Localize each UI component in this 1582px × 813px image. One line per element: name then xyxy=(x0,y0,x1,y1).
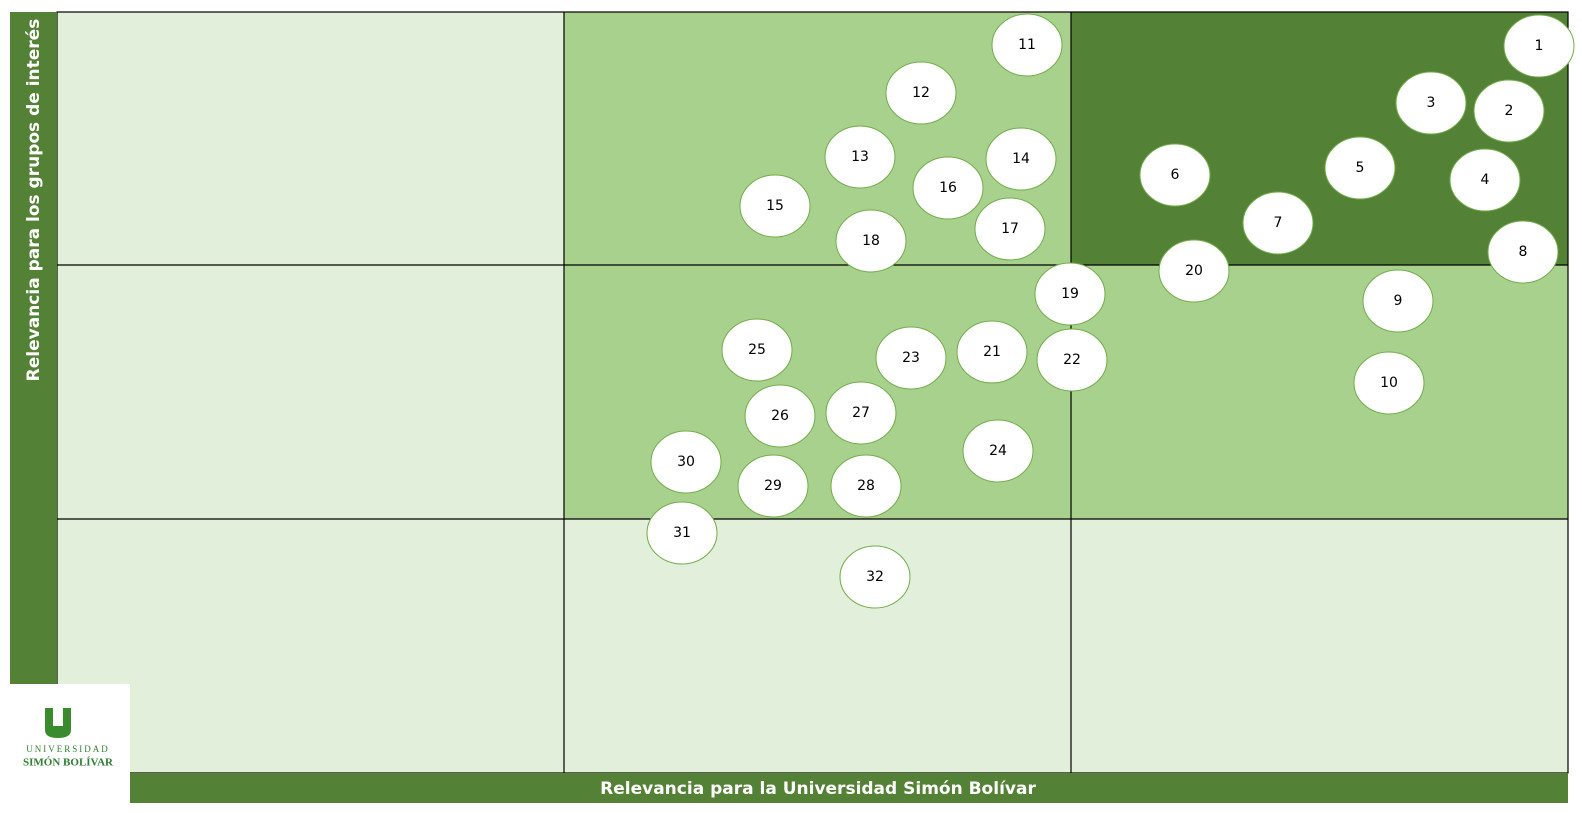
node xyxy=(721,318,793,382)
node-label: 28 xyxy=(857,478,875,494)
cell xyxy=(57,12,564,265)
logo-line1: UNIVERSIDAD xyxy=(26,744,110,754)
node-label: 32 xyxy=(866,569,884,585)
cell xyxy=(1071,265,1568,519)
logo-mark xyxy=(45,708,71,738)
node xyxy=(824,125,896,189)
node xyxy=(962,419,1034,483)
node xyxy=(830,454,902,518)
node-label: 10 xyxy=(1380,375,1398,391)
node-label: 22 xyxy=(1063,352,1081,368)
node-label: 3 xyxy=(1427,95,1436,111)
node xyxy=(1139,143,1211,207)
y-axis-label: Relevancia para los grupos de interés xyxy=(24,19,44,382)
node xyxy=(744,384,816,448)
logo-line2: SIMÓN BOLÍVAR xyxy=(23,757,114,769)
node xyxy=(956,320,1028,384)
node xyxy=(739,174,811,238)
quadrants xyxy=(56,11,1569,774)
node-label: 8 xyxy=(1519,244,1528,260)
node-label: 17 xyxy=(1001,221,1019,237)
node-label: 12 xyxy=(912,85,930,101)
node-label: 1 xyxy=(1535,38,1544,54)
node-label: 14 xyxy=(1012,151,1030,167)
node-label: 6 xyxy=(1171,167,1180,183)
node-label: 21 xyxy=(983,344,1001,360)
node xyxy=(1036,328,1108,392)
cell xyxy=(1071,519,1568,773)
node-label: 27 xyxy=(852,405,870,421)
logo-bg xyxy=(0,684,130,809)
node-label: 15 xyxy=(766,198,784,214)
node xyxy=(737,454,809,518)
y-axis-bar xyxy=(10,12,57,692)
cell xyxy=(564,519,1071,773)
node-label: 26 xyxy=(771,408,789,424)
node-label: 5 xyxy=(1356,160,1365,176)
x-axis-bar xyxy=(130,773,1568,803)
node xyxy=(912,156,984,220)
node xyxy=(835,209,907,273)
node-label: 23 xyxy=(902,350,920,366)
node-label: 16 xyxy=(939,180,957,196)
node xyxy=(646,501,718,565)
node-label: 24 xyxy=(989,443,1007,459)
node xyxy=(1034,262,1106,326)
node xyxy=(974,197,1046,261)
node xyxy=(1324,136,1396,200)
node-label: 7 xyxy=(1274,215,1283,231)
node xyxy=(1362,269,1434,333)
node-label: 11 xyxy=(1018,37,1036,53)
node xyxy=(1242,191,1314,255)
cell xyxy=(1071,12,1568,265)
node-label: 19 xyxy=(1061,286,1079,302)
node xyxy=(839,545,911,609)
node-label: 29 xyxy=(764,478,782,494)
cell xyxy=(57,519,564,773)
node xyxy=(650,430,722,494)
node-label: 18 xyxy=(862,233,880,249)
node-label: 2 xyxy=(1505,103,1514,119)
node xyxy=(1353,351,1425,415)
node xyxy=(1158,239,1230,303)
node xyxy=(1503,14,1575,78)
node-label: 20 xyxy=(1185,263,1203,279)
node xyxy=(1487,220,1559,284)
node xyxy=(1395,71,1467,135)
node-label: 9 xyxy=(1394,293,1403,309)
node xyxy=(875,326,947,390)
node-label: 31 xyxy=(673,525,691,541)
node-label: 4 xyxy=(1481,172,1490,188)
node-label: 25 xyxy=(748,342,766,358)
node xyxy=(991,13,1063,77)
node xyxy=(1473,79,1545,143)
node xyxy=(825,381,897,445)
node-label: 13 xyxy=(851,149,869,165)
logo: UNIVERSIDAD SIMÓN BOLÍVAR xyxy=(0,684,130,809)
node xyxy=(985,127,1057,191)
cell xyxy=(57,265,564,519)
node xyxy=(885,61,957,125)
x-axis-label: Relevancia para la Universidad Simón Bol… xyxy=(600,779,1036,799)
node xyxy=(1449,148,1521,212)
node-label: 30 xyxy=(677,454,695,470)
